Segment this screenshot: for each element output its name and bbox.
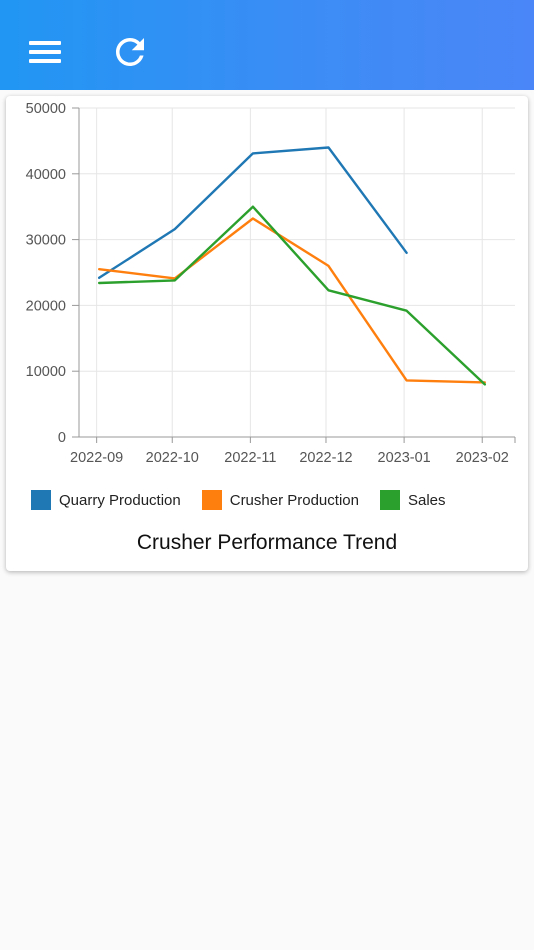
legend-label: Crusher Production (229, 491, 359, 509)
y-tick-label: 50000 (26, 101, 66, 117)
legend-swatch (31, 490, 51, 510)
series-line-crusher-production (97, 217, 486, 384)
series-line-quarry-production (97, 146, 408, 279)
legend-swatch (201, 490, 222, 510)
x-tick-label: 2023-02 (456, 450, 509, 466)
y-tick-label: 30000 (26, 233, 66, 249)
series-lines (97, 146, 486, 386)
x-tick-label: 2022-12 (299, 450, 352, 466)
line-chart: 0 10000 20000 30000 40000 50000 2022-09 2022-10… (26, 101, 516, 466)
hamburger-menu-icon[interactable] (24, 33, 66, 71)
app-bar (0, 0, 534, 90)
legend-item-quarry-production[interactable]: Quarry Production (31, 490, 181, 510)
legend-item-sales[interactable]: Sales (379, 490, 446, 510)
y-tick-label: 20000 (26, 298, 66, 314)
y-tick-label: 0 (58, 430, 66, 446)
x-tick-label: 2023-01 (378, 450, 431, 466)
y-tick-label: 10000 (26, 364, 66, 380)
y-tick-label: 40000 (26, 167, 66, 183)
axes (72, 107, 516, 443)
chart-title: Crusher Performance Trend (136, 531, 398, 554)
legend-swatch (379, 490, 400, 510)
grid (79, 107, 515, 438)
refresh-icon[interactable] (109, 31, 151, 73)
x-tick-label: 2022-10 (146, 450, 199, 466)
chart-card (6, 96, 528, 571)
x-tick-label: 2022-11 (224, 450, 276, 466)
chart-legend: Quarry Production Crusher Production Sales (31, 489, 467, 511)
x-tick-label: 2022-09 (70, 450, 123, 466)
series-line-sales (97, 205, 486, 386)
legend-label: Quarry Production (59, 491, 181, 509)
legend-label: Sales (407, 491, 446, 509)
tick-labels: 0 10000 20000 30000 40000 50000 2022-09 2022-10… (26, 101, 509, 466)
legend-item-crusher-production[interactable]: Crusher Production (201, 490, 359, 510)
